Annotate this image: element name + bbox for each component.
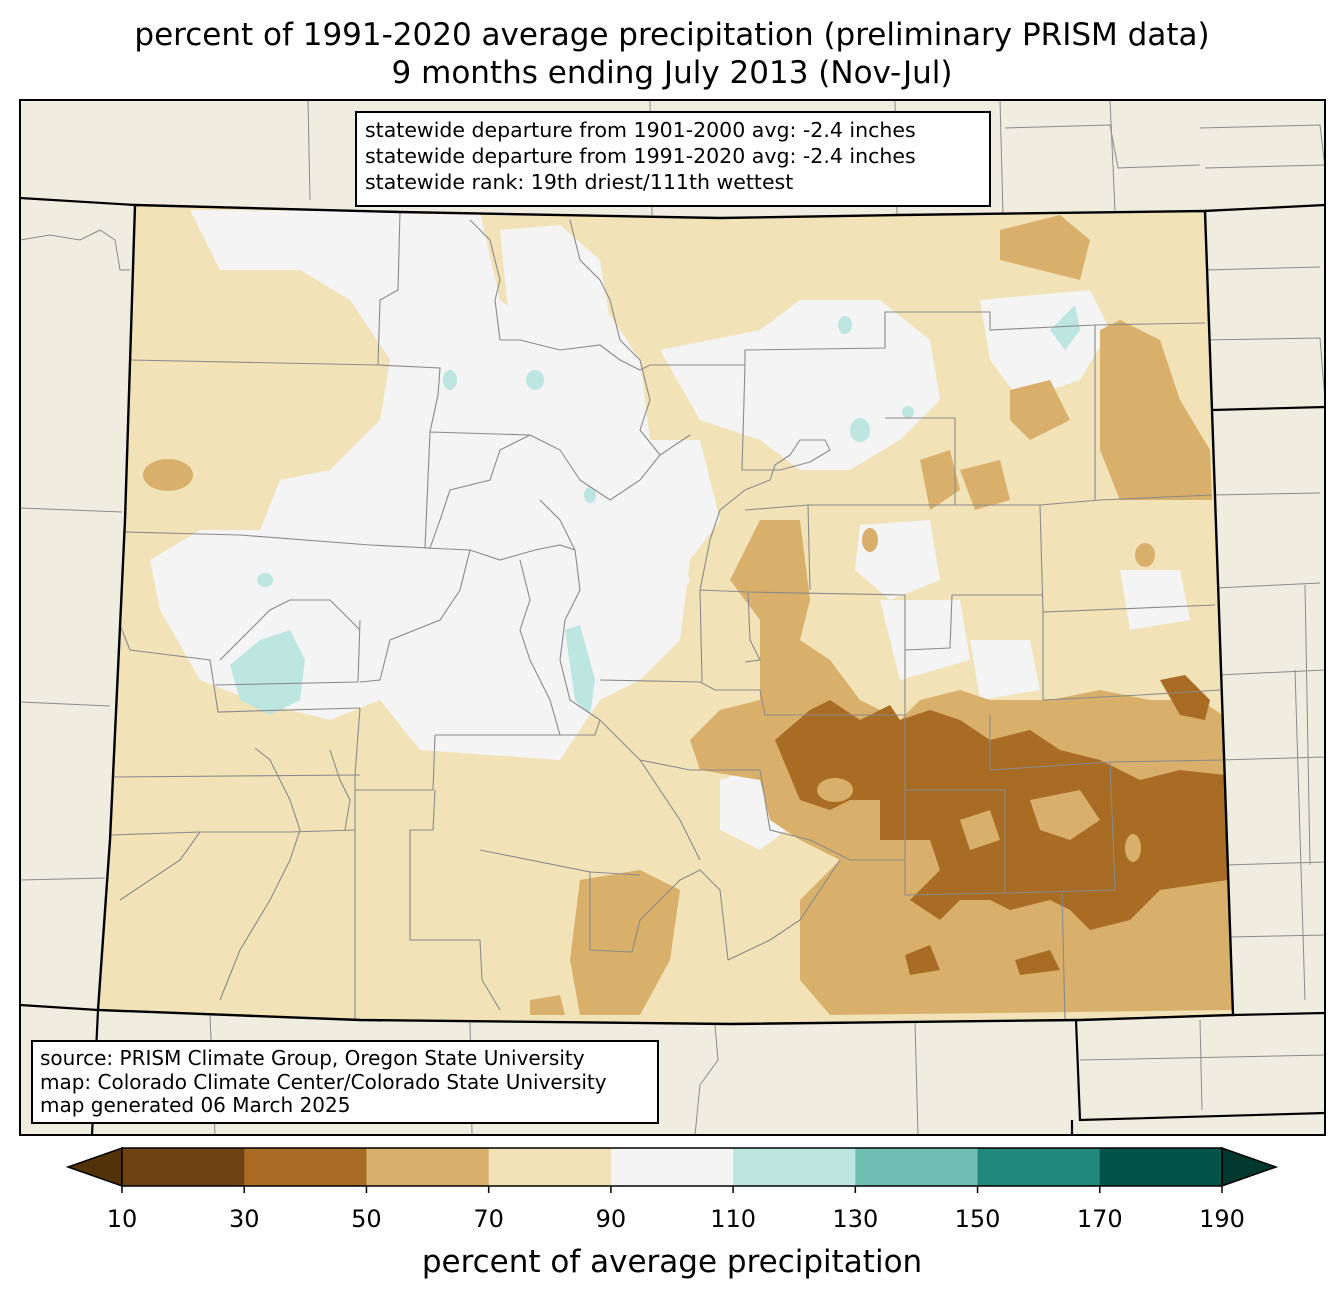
colorbar-segment	[977, 1148, 1101, 1186]
colorbar-segment	[610, 1148, 734, 1186]
colorbar-segment	[488, 1148, 612, 1186]
colorbar-tick-label: 130	[832, 1205, 879, 1233]
statewide-stats-box: statewide departure from 1901-2000 avg: …	[355, 111, 991, 207]
source-credits-box: source: PRISM Climate Group, Oregon Stat…	[31, 1040, 659, 1124]
precipitation-field	[98, 205, 1233, 1024]
colorbar-tick-label: 10	[106, 1205, 138, 1233]
state-borders	[96, 203, 1235, 1026]
colorbar-tick-label: 30	[228, 1205, 260, 1233]
stat-departure-1991-2020: statewide departure from 1991-2020 avg: …	[365, 144, 916, 168]
source-line: source: PRISM Climate Group, Oregon Stat…	[40, 1046, 585, 1070]
colorbar-tick-label: 50	[351, 1205, 382, 1233]
colorbar-outline	[121, 1147, 1223, 1187]
colorbar-segment	[733, 1148, 856, 1186]
colorbar-segment	[244, 1148, 367, 1186]
colorbar-segment	[855, 1148, 979, 1186]
county-boundaries	[109, 211, 1226, 1021]
colorbar-segment	[122, 1148, 245, 1186]
colorbar-segment	[366, 1148, 490, 1186]
colorbar-tick-label: 70	[473, 1205, 504, 1233]
stat-departure-1901-2000: statewide departure from 1901-2000 avg: …	[365, 118, 916, 142]
colorbar	[65, 1146, 1279, 1193]
colorbar-segment	[1099, 1148, 1223, 1186]
colorbar-under-arrow	[65, 1146, 123, 1188]
stat-rank: statewide rank: 19th driest/111th wettes…	[365, 170, 794, 194]
map-title-line1: percent of 1991-2020 average precipitati…	[134, 17, 1210, 53]
map-frame	[19, 99, 1326, 1136]
colorbar-tick-label: 110	[710, 1205, 757, 1233]
colorbar-label: percent of average precipitation	[421, 1244, 923, 1280]
map-title-line2: 9 months ending July 2013 (Nov-Jul)	[391, 55, 953, 91]
colorbar-over-arrow	[1221, 1146, 1279, 1188]
map-credit-line: map: Colorado Climate Center/Colorado St…	[40, 1069, 607, 1094]
colorbar-tick-label: 190	[1199, 1205, 1245, 1233]
colorbar-tick-label: 170	[1076, 1205, 1123, 1233]
colorbar-tick-label: 90	[595, 1205, 627, 1233]
colorbar-tick-label: 150	[954, 1205, 1001, 1233]
generated-date-line: map generated 06 March 2025	[40, 1093, 351, 1117]
